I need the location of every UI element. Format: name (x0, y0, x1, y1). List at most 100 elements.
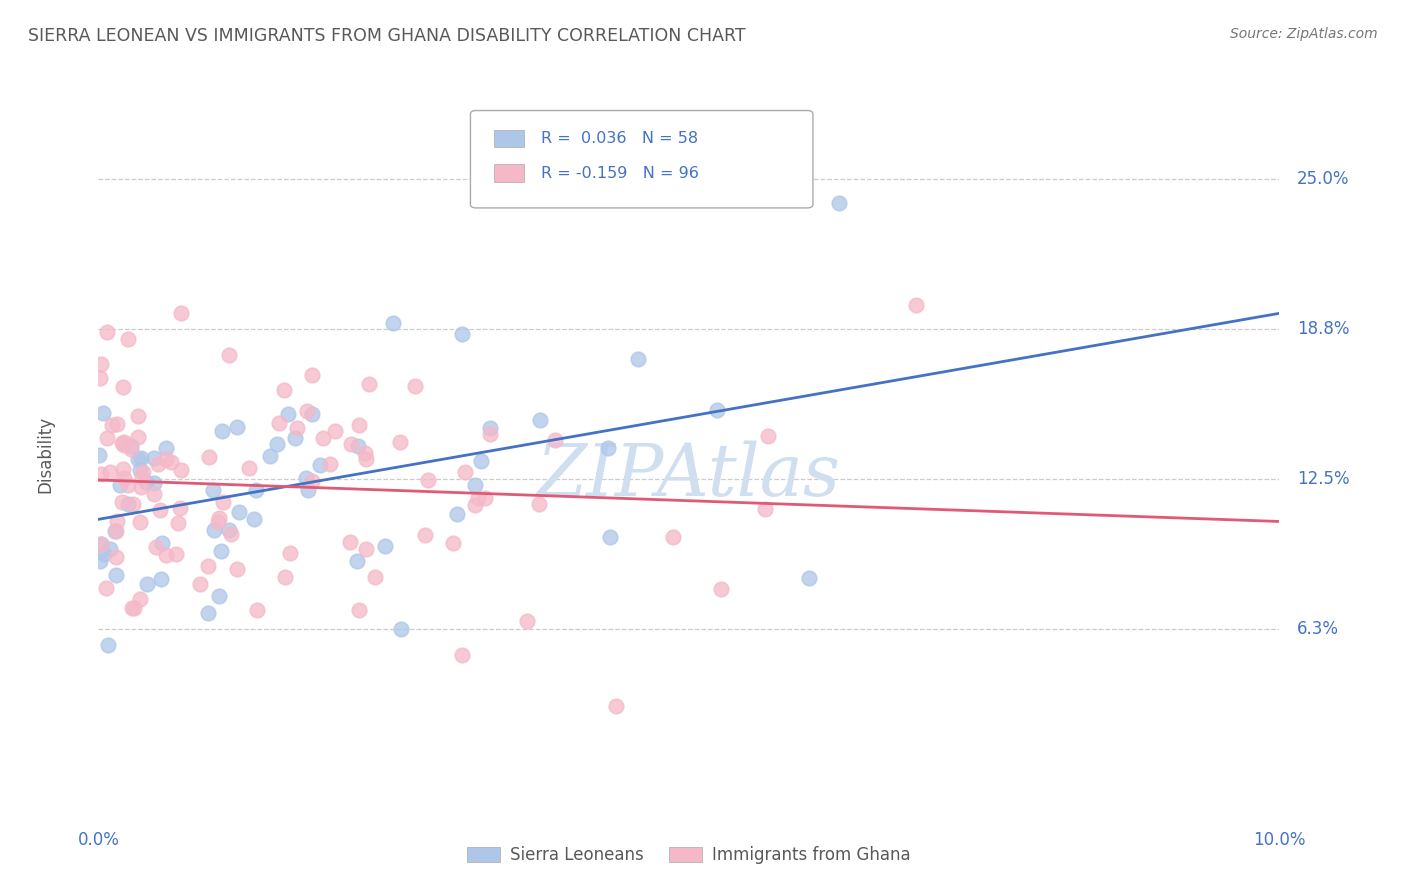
Point (98, 541, 121, 556)
Point (127, 429, 149, 443)
Point (98, 466, 121, 480)
Point (228, 505, 250, 519)
Point (170, 305, 193, 319)
Point (97, 638, 120, 652)
Point (323, 424, 346, 438)
Point (145, 540, 167, 554)
Point (105, 417, 128, 431)
Text: 0.0%: 0.0% (77, 830, 120, 848)
Point (598, 441, 620, 455)
Point (416, 473, 439, 487)
Point (101, 417, 124, 432)
Point (354, 446, 377, 460)
Point (90, 537, 112, 551)
Point (277, 407, 299, 421)
Text: 10.0%: 10.0% (1253, 830, 1306, 848)
Point (207, 516, 229, 530)
Text: Disability: Disability (37, 417, 55, 493)
Point (120, 439, 142, 453)
Point (754, 502, 776, 516)
Point (464, 499, 486, 513)
Point (150, 536, 173, 550)
Point (340, 437, 363, 451)
Point (478, 427, 501, 442)
Point (104, 524, 127, 538)
Point (111, 380, 134, 394)
Point (451, 648, 474, 662)
Point (112, 434, 135, 449)
Point (238, 461, 260, 475)
Point (294, 470, 316, 484)
Point (354, 451, 377, 466)
Point (90, 467, 112, 482)
Point (135, 576, 157, 591)
Point (756, 429, 779, 443)
Point (111, 462, 134, 476)
Point (159, 455, 181, 469)
Point (267, 416, 290, 430)
Point (105, 514, 128, 528)
Point (245, 483, 267, 497)
Point (295, 404, 318, 418)
FancyBboxPatch shape (494, 129, 523, 147)
Point (155, 452, 177, 467)
Point (346, 554, 368, 568)
Point (479, 421, 502, 435)
Point (112, 471, 135, 485)
Point (146, 458, 169, 472)
Point (87, 448, 110, 462)
Text: R =  0.036   N = 58: R = 0.036 N = 58 (541, 131, 699, 146)
Text: ZIPAtlas: ZIPAtlas (537, 441, 841, 511)
Point (93, 406, 115, 420)
Point (127, 451, 149, 466)
Point (155, 548, 177, 562)
Point (339, 535, 361, 549)
Point (142, 487, 165, 501)
Point (165, 547, 187, 561)
Point (143, 450, 166, 465)
Point (273, 383, 295, 397)
Point (599, 530, 621, 544)
Point (218, 348, 240, 362)
Point (132, 466, 155, 480)
Point (627, 352, 650, 367)
Legend: Sierra Leoneans, Immigrants from Ghana: Sierra Leoneans, Immigrants from Ghana (460, 839, 918, 871)
Point (259, 449, 281, 463)
Point (710, 582, 733, 596)
Point (96, 431, 118, 445)
Text: 25.0%: 25.0% (1298, 170, 1350, 188)
Point (111, 436, 134, 450)
Point (527, 497, 550, 511)
Point (111, 495, 134, 509)
Point (467, 491, 489, 505)
Point (127, 409, 149, 423)
Point (797, 571, 820, 585)
Point (197, 606, 219, 620)
Point (266, 437, 288, 451)
Point (90, 357, 112, 371)
Point (544, 433, 567, 447)
Point (389, 434, 412, 449)
Point (129, 480, 152, 494)
Point (301, 474, 323, 488)
Point (347, 439, 370, 453)
Point (90, 537, 112, 551)
Point (470, 454, 492, 468)
Point (382, 316, 405, 330)
Point (225, 420, 247, 434)
Point (301, 368, 323, 382)
Point (188, 576, 211, 591)
Text: Source: ZipAtlas.com: Source: ZipAtlas.com (1230, 27, 1378, 41)
Point (662, 531, 685, 545)
Point (120, 442, 142, 456)
Point (105, 524, 128, 538)
Text: 12.5%: 12.5% (1298, 470, 1350, 488)
Point (131, 469, 153, 483)
Point (284, 431, 307, 445)
Point (454, 466, 477, 480)
Point (309, 458, 332, 472)
Point (170, 463, 193, 477)
Point (219, 526, 242, 541)
Point (474, 491, 496, 505)
Point (94, 581, 117, 595)
